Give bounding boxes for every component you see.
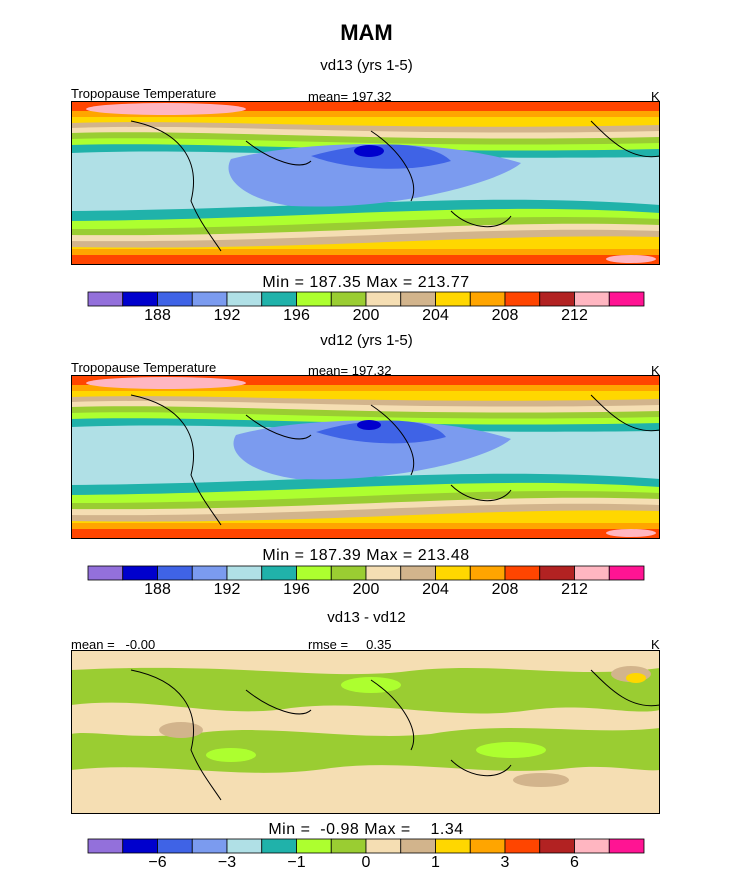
- panel-2-title: vd12 (yrs 1-5): [0, 332, 733, 349]
- colorbar-tick-label: 212: [561, 581, 588, 598]
- colorbar-swatch-3: [158, 566, 193, 580]
- colorbar-swatch-3: [158, 839, 193, 853]
- colorbar-swatch-2: [123, 839, 158, 853]
- colorbar-swatch-2: [123, 292, 158, 306]
- colorbar-swatch-1: [88, 566, 123, 580]
- colorbar-swatch-6: [262, 839, 297, 853]
- colorbar-swatch-8: [331, 292, 366, 306]
- colorbar-tick-label: −1: [287, 854, 305, 871]
- colorbar-swatch-9: [366, 292, 401, 306]
- colorbar-swatch-10: [401, 292, 436, 306]
- colorbar-swatch-11: [436, 566, 471, 580]
- colorbar-swatch-14: [540, 839, 575, 853]
- panel-2-map: [71, 375, 660, 539]
- panel-1-colorbar: 188 192 196 200 204 208 212: [88, 292, 644, 320]
- colorbar-swatch-16: [609, 566, 644, 580]
- colorbar-swatch-4: [192, 292, 227, 306]
- colorbar-tick-label: 212: [561, 307, 588, 324]
- colorbar-swatch-9: [366, 839, 401, 853]
- colorbar-swatch-10: [401, 839, 436, 853]
- colorbar-tick-label: 208: [492, 307, 519, 324]
- colorbar-swatch-3: [158, 292, 193, 306]
- colorbar-tick-label: 1: [431, 854, 440, 871]
- colorbar-swatch-4: [192, 839, 227, 853]
- colorbar-swatch-5: [227, 839, 262, 853]
- colorbar-tick-label: −3: [218, 854, 236, 871]
- colorbar-tick-label: 200: [353, 307, 380, 324]
- colorbar-swatch-13: [505, 839, 540, 853]
- colorbar-swatch-13: [505, 292, 540, 306]
- colorbar-swatch-15: [575, 839, 610, 853]
- colorbar-tick-label: 196: [283, 581, 310, 598]
- figure-title: MAM: [0, 20, 733, 46]
- colorbar-swatch-1: [88, 292, 123, 306]
- colorbar-swatch-15: [575, 292, 610, 306]
- colorbar-swatch-13: [505, 566, 540, 580]
- colorbar-tick-label: 200: [353, 581, 380, 598]
- colorbar-swatch-7: [297, 292, 332, 306]
- colorbar-tick-label: 188: [144, 307, 171, 324]
- colorbar-tick-label: −6: [148, 854, 166, 871]
- panel-1-stats: Min = 187.35 Max = 213.77: [88, 274, 644, 292]
- colorbar-tick-label: 208: [492, 581, 519, 598]
- colorbar-tick-label: 204: [422, 307, 449, 324]
- colorbar-swatch-10: [401, 566, 436, 580]
- colorbar-swatch-7: [297, 839, 332, 853]
- colorbar-tick-label: 188: [144, 581, 171, 598]
- colorbar-tick-label: 3: [501, 854, 510, 871]
- colorbar-swatch-14: [540, 292, 575, 306]
- colorbar-swatch-2: [123, 566, 158, 580]
- colorbar-tick-label: 0: [362, 854, 371, 871]
- colorbar-swatch-9: [366, 566, 401, 580]
- colorbar-swatch-11: [436, 839, 471, 853]
- colorbar-swatch-4: [192, 566, 227, 580]
- panel-3-stats: Min = -0.98 Max = 1.34: [88, 821, 644, 839]
- colorbar-swatch-16: [609, 292, 644, 306]
- colorbar-tick-label: 6: [570, 854, 579, 871]
- panel-2-variable: Tropopause Temperature: [71, 360, 216, 375]
- panel-3-colorbar: −6 −3 −1 0 1 3 6: [88, 839, 644, 867]
- colorbar-swatch-5: [227, 566, 262, 580]
- colorbar-swatch-8: [331, 566, 366, 580]
- colorbar-tick-label: 192: [214, 581, 241, 598]
- colorbar-swatch-11: [436, 292, 471, 306]
- panel-3-map: [71, 650, 660, 814]
- panel-1-map: [71, 101, 660, 265]
- colorbar-tick-label: 196: [283, 307, 310, 324]
- colorbar-swatch-14: [540, 566, 575, 580]
- colorbar-swatch-5: [227, 292, 262, 306]
- colorbar-swatch-6: [262, 566, 297, 580]
- panel-2-colorbar: 188 192 196 200 204 208 212: [88, 566, 644, 594]
- colorbar-swatch-12: [470, 292, 505, 306]
- colorbar-swatch-1: [88, 839, 123, 853]
- colorbar-tick-label: 204: [422, 581, 449, 598]
- colorbar-swatch-12: [470, 566, 505, 580]
- colorbar-swatch-6: [262, 292, 297, 306]
- panel-1-variable: Tropopause Temperature: [71, 86, 216, 101]
- colorbar-swatch-7: [297, 566, 332, 580]
- panel-1-title: vd13 (yrs 1-5): [0, 57, 733, 74]
- colorbar-swatch-15: [575, 566, 610, 580]
- colorbar-swatch-12: [470, 839, 505, 853]
- colorbar-tick-label: 192: [214, 307, 241, 324]
- colorbar-swatch-16: [609, 839, 644, 853]
- panel-3-title: vd13 - vd12: [0, 609, 733, 626]
- colorbar-swatch-8: [331, 839, 366, 853]
- panel-2-stats: Min = 187.39 Max = 213.48: [88, 547, 644, 565]
